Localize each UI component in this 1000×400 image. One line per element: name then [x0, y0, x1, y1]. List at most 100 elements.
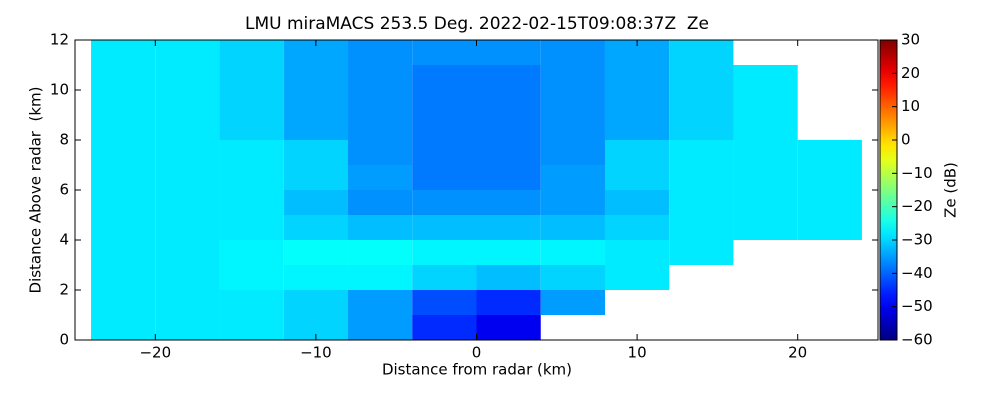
heatmap-cell [219, 290, 284, 315]
y-tick-label: 10 [50, 81, 69, 99]
heatmap-cell [219, 65, 284, 90]
heatmap-cell [540, 40, 605, 65]
heatmap-cell [669, 140, 734, 165]
colorbar-tick-label: −30 [901, 231, 933, 249]
heatmap-cell [540, 115, 605, 140]
colorbar-tick-label: −60 [901, 331, 933, 349]
heatmap-cell [669, 65, 734, 90]
heatmap-cell [155, 65, 220, 90]
heatmap-cell [412, 165, 477, 190]
heatmap-cell [540, 65, 605, 90]
colorbar-tick-label: −40 [901, 264, 933, 282]
heatmap-cell [412, 90, 477, 115]
heatmap-cell [348, 165, 413, 190]
y-tick-label: 2 [59, 281, 69, 299]
heatmap-cell [669, 40, 734, 65]
heatmap-cell [412, 115, 477, 140]
heatmap-cell [283, 215, 349, 240]
heatmap-cell [476, 165, 541, 190]
colorbar-tick-label: −20 [901, 197, 933, 215]
heatmap-cell [155, 190, 220, 215]
heatmap-cell [155, 140, 220, 165]
heatmap-cell [219, 40, 284, 65]
heatmap-cell [476, 140, 541, 165]
heatmap-cell [155, 115, 220, 140]
heatmap-cell [348, 65, 413, 90]
heatmap-cell [733, 90, 798, 115]
y-tick-label: 12 [50, 31, 69, 49]
heatmap-cell [669, 165, 734, 190]
heatmap-cell [412, 65, 477, 90]
heatmap-cell [476, 290, 541, 315]
x-tick-label: −20 [139, 344, 171, 362]
heatmap-cell [91, 115, 156, 140]
heatmap-cell [604, 140, 670, 165]
heatmap-cell [604, 240, 670, 265]
y-tick-label: 4 [59, 231, 69, 249]
heatmap-cell [412, 240, 477, 265]
heatmap-cell [91, 215, 156, 240]
heatmap-cell [540, 90, 605, 115]
heatmap-cell [348, 40, 413, 65]
colorbar-tick-label: 10 [901, 97, 920, 115]
colorbar-tick-label: −10 [901, 164, 933, 182]
heatmap-cell [412, 215, 477, 240]
heatmap-cell [155, 290, 220, 315]
heatmap-cell [604, 115, 670, 140]
heatmap-cell [540, 140, 605, 165]
heatmap-cell [155, 240, 220, 265]
heatmap-cell [604, 215, 670, 240]
heatmap-cell [797, 215, 862, 240]
heatmap-cell [669, 115, 734, 140]
heatmap-cell [219, 140, 284, 165]
heatmap-cell [476, 265, 541, 290]
x-axis-label: Distance from radar (km) [382, 361, 572, 379]
heatmap-cell [348, 290, 413, 315]
heatmap-cell [283, 290, 349, 315]
heatmap-cell [283, 190, 349, 215]
heatmap-cell [604, 190, 670, 215]
heatmap-cell [669, 215, 734, 240]
heatmap-cell [733, 140, 798, 165]
heatmap-cell [604, 65, 670, 90]
heatmap-cell [219, 190, 284, 215]
colorbar-tick-label: 20 [901, 64, 920, 82]
heatmap-cell [412, 190, 477, 215]
heatmap-cell [604, 265, 670, 290]
heatmap-cell [283, 165, 349, 190]
heatmap-cell [348, 115, 413, 140]
heatmap-cell [476, 240, 541, 265]
heatmap-cell [155, 40, 220, 65]
heatmap-cell [733, 190, 798, 215]
heatmap-cell [155, 215, 220, 240]
heatmap-cell [91, 40, 156, 65]
heatmap-cell [348, 90, 413, 115]
heatmap-cell [412, 40, 477, 65]
heatmap-cell [797, 140, 862, 165]
x-tick-label: −10 [300, 344, 332, 362]
heatmap-cell [604, 165, 670, 190]
heatmap-cell [219, 90, 284, 115]
heatmap-cell [219, 265, 284, 290]
heatmap-cell [348, 265, 413, 290]
heatmap-cell [91, 290, 156, 315]
heatmap-cell [219, 215, 284, 240]
heatmap-cell [283, 90, 349, 115]
y-axis-label: Distance Above radar (km) [27, 87, 45, 294]
heatmap-cell [412, 140, 477, 165]
heatmap-cell [604, 90, 670, 115]
heatmap-cell [412, 265, 477, 290]
colorbar-tick-label: 30 [901, 31, 920, 49]
heatmap-cell [219, 165, 284, 190]
heatmap-cell [476, 40, 541, 65]
heatmap-cell [797, 190, 862, 215]
heatmap-cell [476, 315, 541, 340]
heatmap-cell [476, 215, 541, 240]
y-tick-label: 0 [59, 331, 69, 349]
heatmap-cell [91, 65, 156, 90]
heatmap-cell [348, 190, 413, 215]
colorbar [879, 39, 898, 341]
heatmap-cell [155, 265, 220, 290]
heatmap-cell [540, 190, 605, 215]
